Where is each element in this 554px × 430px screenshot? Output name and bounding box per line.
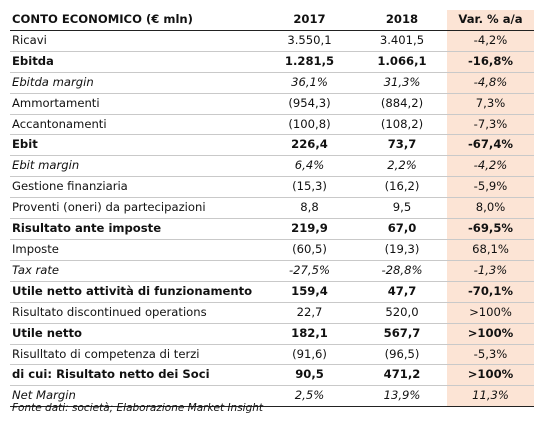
value-2017: -27,5% — [262, 260, 357, 282]
row-label: Proventi (oneri) da partecipazioni — [10, 197, 262, 220]
variation-value: -1,3% — [447, 260, 534, 282]
value-2018: 47,7 — [357, 281, 447, 303]
variation-value: >100% — [447, 302, 534, 324]
value-2017: 182,1 — [262, 323, 357, 345]
value-2018: 67,0 — [357, 218, 447, 240]
table-row: Proventi (oneri) da partecipazioni 8,8 9,5… — [10, 197, 534, 220]
variation-value: >100% — [447, 323, 534, 345]
table-row: Utile netto 182,1 567,7 >100% — [10, 323, 534, 345]
value-2017: 6,4% — [262, 155, 357, 178]
value-2017: 90,5 — [262, 364, 357, 387]
row-label: Ebitda — [10, 51, 262, 73]
source-note: Fonte dati: società; Elaborazione Market… — [12, 402, 264, 414]
table-row: Gestione finanziaria (15,3) (16,2) -5,9% — [10, 176, 534, 199]
table-row: Risultato discontinued operations 22,7 520… — [10, 302, 534, 324]
value-2017: 36,1% — [262, 72, 357, 94]
value-2017: 3.550,1 — [262, 30, 357, 52]
value-2017: 159,4 — [262, 281, 357, 303]
header-year-2018: 2018 — [357, 10, 447, 31]
value-2017: 226,4 — [262, 134, 357, 157]
row-label: Ebit margin — [10, 155, 262, 178]
row-label: Ammortamenti — [10, 93, 262, 115]
row-label: Risulltato di competenza di terzi — [10, 344, 262, 366]
value-2017: (60,5) — [262, 239, 357, 261]
value-2018: 471,2 — [357, 364, 447, 387]
header-title: CONTO ECONOMICO (€ mln) — [10, 10, 262, 31]
table-row: Accantonamenti (100,8) (108,2) -7,3% — [10, 114, 534, 136]
value-2017: 8,8 — [262, 197, 357, 220]
value-2018: (884,2) — [357, 93, 447, 115]
row-label: Risultato discontinued operations — [10, 302, 262, 324]
value-2018: 1.066,1 — [357, 51, 447, 73]
row-label: di cui: Risultato netto dei Soci — [10, 364, 262, 387]
income-statement-table: CONTO ECONOMICO (€ mln) 2017 2018 Var. %… — [10, 10, 534, 408]
value-2018: 73,7 — [357, 134, 447, 157]
table-row: Ammortamenti (954,3) (884,2) 7,3% — [10, 93, 534, 115]
row-label: Utile netto attività di funzionamento — [10, 281, 262, 303]
table-row: Ebit margin 6,4% 2,2% -4,2% — [10, 155, 534, 178]
variation-value: 11,3% — [447, 385, 534, 408]
row-label: Gestione finanziaria — [10, 176, 262, 199]
value-2018: 567,7 — [357, 323, 447, 345]
table-row: di cui: Risultato netto dei Soci 90,5 471,… — [10, 364, 534, 387]
value-2018: (19,3) — [357, 239, 447, 261]
variation-value: -4,8% — [447, 72, 534, 94]
value-2018: (16,2) — [357, 176, 447, 199]
variation-value: -4,2% — [447, 155, 534, 178]
row-label: Risultato ante imposte — [10, 218, 262, 240]
table-row: Ebit 226,4 73,7 -67,4% — [10, 134, 534, 157]
variation-value: -69,5% — [447, 218, 534, 240]
value-2017: 22,7 — [262, 302, 357, 324]
row-label: Net Margin — [10, 385, 262, 408]
variation-value: 68,1% — [447, 239, 534, 261]
value-2017: 2,5% — [262, 385, 357, 408]
variation-value: -70,1% — [447, 281, 534, 303]
variation-value: -5,9% — [447, 176, 534, 199]
header-year-2017: 2017 — [262, 10, 357, 31]
variation-value: -4,2% — [447, 30, 534, 52]
table-row: Tax rate -27,5% -28,8% -1,3% — [10, 260, 534, 282]
variation-value: -5,3% — [447, 344, 534, 366]
table-body: Ricavi 3.550,1 3.401,5 -4,2% Ebitda 1.281,5 1.… — [10, 30, 534, 408]
row-label: Ricavi — [10, 30, 262, 52]
table-row: Imposte (60,5) (19,3) 68,1% — [10, 239, 534, 261]
value-2018: 31,3% — [357, 72, 447, 94]
row-label: Ebitda margin — [10, 72, 262, 94]
table-row: Net Margin 2,5% 13,9% 11,3% — [10, 385, 534, 408]
row-label: Accantonamenti — [10, 114, 262, 136]
table-row: Ebitda margin 36,1% 31,3% -4,8% — [10, 72, 534, 94]
row-label: Imposte — [10, 239, 262, 261]
table-row: Risultato ante imposte 219,9 67,0 -69,5% — [10, 218, 534, 240]
value-2018: 13,9% — [357, 385, 447, 408]
value-2017: 219,9 — [262, 218, 357, 240]
row-label: Ebit — [10, 134, 262, 157]
table-row: Risulltato di competenza di terzi (91,6)(… — [10, 344, 534, 366]
value-2018: (108,2) — [357, 114, 447, 136]
variation-value: -7,3% — [447, 114, 534, 136]
value-2018: 3.401,5 — [357, 30, 447, 52]
variation-value: -16,8% — [447, 51, 534, 73]
table-row: Utile netto attività di funzionamento 159… — [10, 281, 534, 303]
table-row: Ebitda 1.281,5 1.066,1 -16,8% — [10, 51, 534, 73]
value-2018: 2,2% — [357, 155, 447, 178]
row-label: Tax rate — [10, 260, 262, 282]
variation-value: -67,4% — [447, 134, 534, 157]
value-2017: (15,3) — [262, 176, 357, 199]
value-2017: (91,6) — [262, 344, 357, 366]
value-2018: -28,8% — [357, 260, 447, 282]
value-2017: (954,3) — [262, 93, 357, 115]
variation-value: >100% — [447, 364, 534, 387]
value-2017: 1.281,5 — [262, 51, 357, 73]
table-header-row: CONTO ECONOMICO (€ mln) 2017 2018 Var. %… — [10, 10, 534, 31]
value-2018: 520,0 — [357, 302, 447, 324]
row-label: Utile netto — [10, 323, 262, 345]
header-variation: Var. % a/a — [447, 10, 534, 31]
variation-value: 8,0% — [447, 197, 534, 220]
variation-value: 7,3% — [447, 93, 534, 115]
value-2017: (100,8) — [262, 114, 357, 136]
value-2018: (96,5) — [357, 344, 447, 366]
value-2018: 9,5 — [357, 197, 447, 220]
table-row: Ricavi 3.550,1 3.401,5 -4,2% — [10, 30, 534, 52]
